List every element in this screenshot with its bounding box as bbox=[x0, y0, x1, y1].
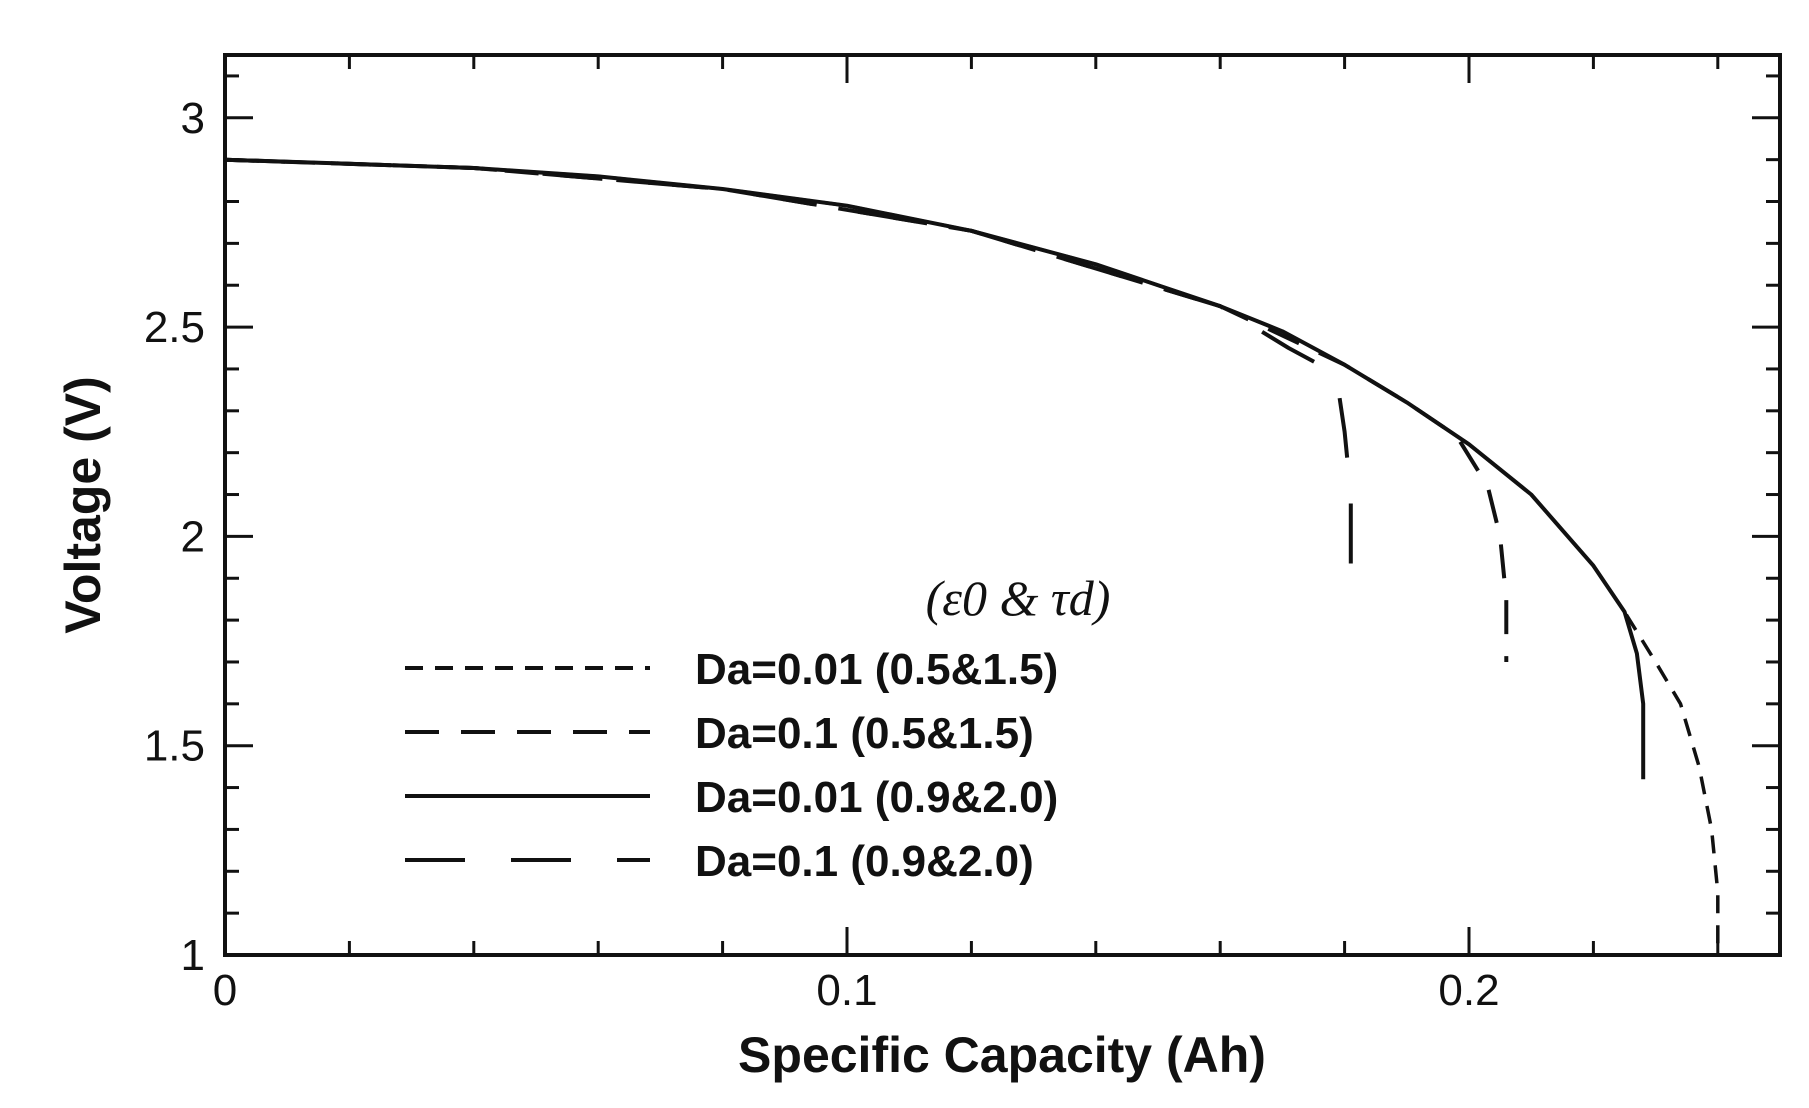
y-tick-label: 2 bbox=[181, 512, 205, 561]
legend-label-2: Da=0.1 (0.5&1.5) bbox=[695, 709, 1034, 758]
legend-label-3: Da=0.01 (0.9&2.0) bbox=[695, 773, 1058, 822]
x-axis-title: Specific Capacity (Ah) bbox=[738, 1027, 1266, 1083]
y-tick-label: 2.5 bbox=[144, 303, 205, 352]
legend-items: Da=0.01 (0.5&1.5) Da=0.1 (0.5&1.5) Da=0.01… bbox=[405, 645, 1058, 886]
legend-title: (ε0 & τd) bbox=[926, 570, 1111, 626]
series-line-3 bbox=[224, 157, 1646, 780]
y-tick-labels: 1 1.5 2 2.5 3 bbox=[144, 94, 205, 980]
x-tick-label: 0.2 bbox=[1438, 966, 1499, 1015]
x-tick-label: 0.1 bbox=[816, 966, 877, 1015]
series-line-1 bbox=[224, 157, 1720, 955]
legend: (ε0 & τd) Da=0.01 (0.5&1.5) Da=0.1 (0.5&1… bbox=[405, 570, 1110, 886]
y-axis-title: Voltage (V) bbox=[55, 376, 111, 633]
y-tick-label: 3 bbox=[181, 94, 205, 143]
axis-ticks bbox=[223, 55, 1780, 957]
x-tick-labels: 0 0.1 0.2 bbox=[213, 966, 1500, 1015]
series-line-2 bbox=[224, 157, 1509, 662]
plot-frame bbox=[223, 53, 1782, 957]
series-layer bbox=[224, 157, 1720, 955]
x-tick-label: 0 bbox=[213, 966, 237, 1015]
y-tick-label: 1 bbox=[181, 931, 205, 980]
series-line-4 bbox=[224, 157, 1353, 600]
legend-label-1: Da=0.01 (0.5&1.5) bbox=[695, 645, 1058, 694]
y-tick-label: 1.5 bbox=[144, 722, 205, 771]
legend-label-4: Da=0.1 (0.9&2.0) bbox=[695, 837, 1034, 886]
